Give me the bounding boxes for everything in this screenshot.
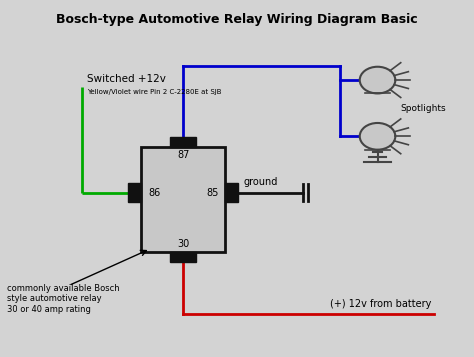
Circle shape	[360, 67, 395, 94]
Bar	[170, 252, 196, 262]
Text: Bosch-type Automotive Relay Wiring Diagram Basic: Bosch-type Automotive Relay Wiring Diagr…	[56, 13, 418, 26]
Text: 85: 85	[206, 187, 218, 197]
Text: (+) 12v from battery: (+) 12v from battery	[330, 298, 431, 308]
Text: Switched +12v: Switched +12v	[87, 74, 166, 84]
Text: commonly available Bosch
style automotive relay
30 or 40 amp rating: commonly available Bosch style automotiv…	[8, 284, 120, 314]
Bar	[225, 183, 238, 202]
Circle shape	[360, 123, 395, 150]
Bar	[141, 147, 225, 252]
Text: ground: ground	[243, 177, 277, 187]
Text: 30: 30	[177, 239, 189, 249]
Text: Yellow/Violet wire Pin 2 C-2280E at SJB: Yellow/Violet wire Pin 2 C-2280E at SJB	[87, 89, 222, 95]
Text: 86: 86	[148, 187, 160, 197]
Text: 87: 87	[177, 150, 189, 160]
Bar	[128, 183, 141, 202]
Bar	[170, 137, 196, 147]
Text: Spotlights: Spotlights	[400, 104, 446, 113]
